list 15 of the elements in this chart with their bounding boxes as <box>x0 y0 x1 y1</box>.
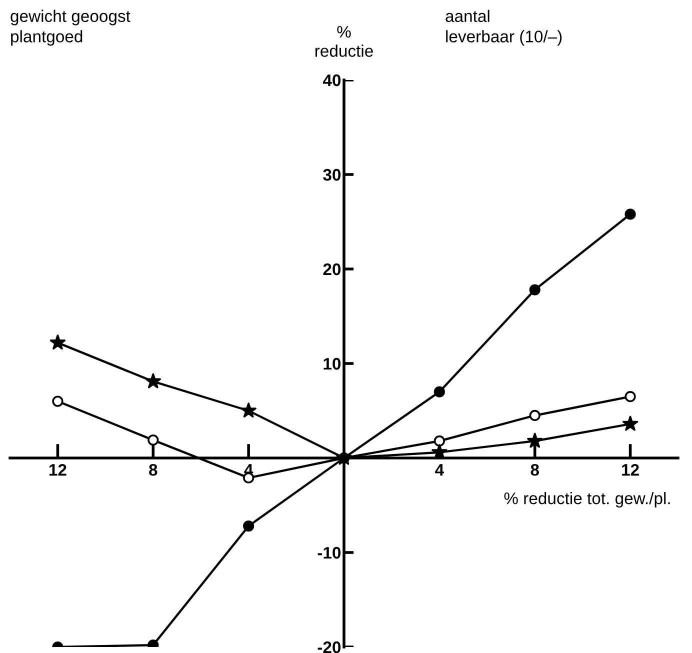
y-tick-label: 20 <box>323 263 341 276</box>
x-tick-label: 8 <box>149 464 158 476</box>
y-tick-label: 40 <box>322 74 341 86</box>
x-axis-title: % reductie tot. gew./pl. <box>504 492 670 508</box>
text: aantal leverbaar (10/–) <box>446 10 562 46</box>
x-tick-label: 4 <box>435 464 444 476</box>
y-axis-title: % reductie <box>315 26 373 57</box>
x-tick-label: 12 <box>622 464 639 476</box>
y-tick-label: -10 <box>318 546 341 559</box>
x-tick-label: 8 <box>530 464 539 476</box>
text: gewicht geoogst plantgoed <box>10 10 130 46</box>
y-tick-label: -20 <box>318 641 341 653</box>
y-tick-label: 30 <box>323 168 341 181</box>
y-tick-label: 10 <box>324 358 341 370</box>
x-tick-label: 12 <box>49 464 66 476</box>
